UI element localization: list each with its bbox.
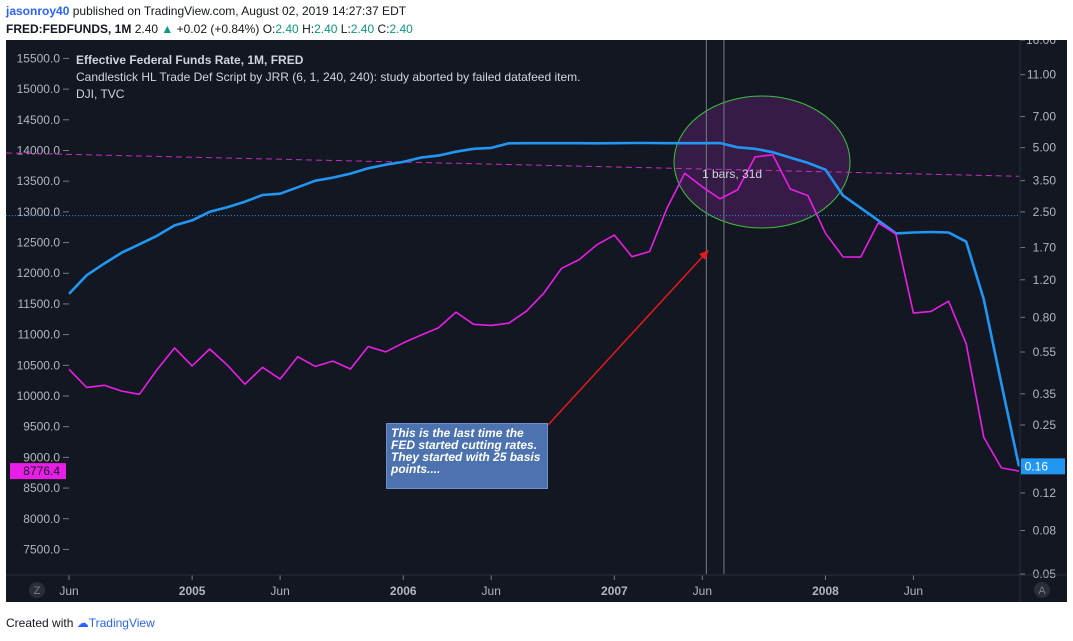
left-price-axis[interactable]: 7500.0 8000.0 8500.0 9000.0 9500.0 10000.0 105… xyxy=(10,51,69,556)
right-axis-tick-label: 3.50 xyxy=(1033,174,1057,188)
left-axis-tick-label: 9500.0 xyxy=(23,420,60,434)
time-axis-tick-label: 2008 xyxy=(812,584,839,598)
tradingview-logo-icon: ☁ xyxy=(76,616,89,630)
open-value: 2.40 xyxy=(275,22,299,36)
callout-note[interactable]: This is the last time the FED started cu… xyxy=(386,423,548,489)
left-axis-tick-label: 14500.0 xyxy=(17,113,61,127)
auto-scale-button-label: A xyxy=(1038,585,1046,597)
low-label: L: xyxy=(340,22,351,36)
time-axis-tick-label: 2007 xyxy=(601,584,628,598)
zoom-scale-button[interactable] xyxy=(29,582,45,598)
highlight-ellipse[interactable] xyxy=(673,95,851,229)
left-axis-tick-label: 12500.0 xyxy=(17,236,61,250)
right-price-axis[interactable]: 0.05 0.08 0.12 0.16 0.25 0.35 0.55 0.80 1.20 1.70… xyxy=(1020,40,1065,581)
price-chart[interactable]: 7500.0 8000.0 8500.0 9000.0 9500.0 10000.0 105… xyxy=(6,40,1067,602)
time-axis-tick-label: Jun xyxy=(482,584,501,598)
last-price: 2.40 xyxy=(134,22,159,36)
left-axis-tick-label: 11500.0 xyxy=(18,297,61,311)
arrow-head-icon xyxy=(699,250,709,260)
right-axis-tick-label: 0.55 xyxy=(1033,345,1057,359)
chart-background xyxy=(6,40,1067,602)
fedfunds-last-value-label: 0.16 xyxy=(1025,459,1049,473)
time-axis-tick-label: 2006 xyxy=(390,584,417,598)
left-axis-tick-label: 13000.0 xyxy=(17,205,61,219)
time-axis-tick-label: 2005 xyxy=(179,584,206,598)
plot-area[interactable]: 1 bars, 31d xyxy=(6,40,1021,574)
created-with-text: Created with xyxy=(6,616,74,630)
publish-info: jasonroy40 published on TradingView.com,… xyxy=(6,4,406,18)
right-axis-tick-label: 0.80 xyxy=(1033,310,1057,324)
right-axis-tick-label: 1.20 xyxy=(1033,273,1057,287)
right-axis-tick-label: 0.12 xyxy=(1033,486,1057,500)
left-axis-tick-label: 8000.0 xyxy=(23,512,60,526)
time-axis-tick-label: Jun xyxy=(59,584,78,598)
price-change: +0.02 (+0.84%) xyxy=(176,22,260,36)
auto-scale-button[interactable] xyxy=(1034,582,1050,598)
close-value: 2.40 xyxy=(389,22,413,36)
right-axis-tick-label: 16.00 xyxy=(1026,40,1056,47)
right-axis-tick-label: 11.00 xyxy=(1027,68,1056,82)
fedfunds-series-line[interactable] xyxy=(68,141,1021,467)
dji-last-value-badge xyxy=(10,463,66,480)
right-axis-tick-label: 0.08 xyxy=(1033,523,1057,537)
up-triangle-icon: ▲ xyxy=(161,22,174,36)
left-axis-tick-label: 15000.0 xyxy=(17,82,61,96)
open-label: O: xyxy=(262,22,276,36)
left-axis-tick-label: 9000.0 xyxy=(23,450,60,464)
right-axis-tick-label: 2.50 xyxy=(1033,205,1057,219)
left-axis-tick-label: 13500.0 xyxy=(17,174,61,188)
right-axis-tick-label: 0.25 xyxy=(1033,418,1057,432)
chart-legend: Effective Federal Funds Rate, 1M, FRED C… xyxy=(76,52,580,103)
high-value: 2.40 xyxy=(314,22,338,36)
legend-main-series[interactable]: Effective Federal Funds Rate, 1M, FRED xyxy=(76,53,304,67)
time-axis-tick-label: Jun xyxy=(270,584,289,598)
right-axis-tick-label: 1.70 xyxy=(1033,241,1057,255)
arrow-line[interactable] xyxy=(547,253,706,426)
left-axis-tick-label: 7500.0 xyxy=(23,542,60,556)
close-label: C: xyxy=(377,22,390,36)
time-axis-tick-label: Jun xyxy=(904,584,923,598)
left-axis-tick-label: 11000.0 xyxy=(18,328,61,342)
brand-text[interactable]: TradingView xyxy=(88,616,155,630)
time-axis[interactable]: Jun 2005 Jun 2006 Jun 2007 Jun 2008 Jun xyxy=(59,575,923,598)
author-link[interactable]: jasonroy40 xyxy=(6,4,70,18)
footer: Created with ☁TradingView xyxy=(6,616,155,630)
zoom-scale-button-label: Z xyxy=(34,585,41,597)
dji-series-line[interactable] xyxy=(68,154,1020,472)
left-axis-tick-label: 10000.0 xyxy=(17,389,61,403)
legend-compare-series[interactable]: DJI, TVC xyxy=(76,87,125,101)
trend-line[interactable] xyxy=(6,152,1020,177)
fedfunds-last-value-badge xyxy=(1021,458,1065,475)
publish-text: published on TradingView.com, August 02,… xyxy=(72,4,407,18)
ellipse-label: 1 bars, 31d xyxy=(702,167,762,181)
left-axis-tick-label: 14000.0 xyxy=(17,143,61,157)
left-axis-tick-label: 10500.0 xyxy=(17,358,61,372)
right-axis-tick-label: 0.05 xyxy=(1033,567,1057,581)
left-axis-tick-label: 8500.0 xyxy=(23,481,60,495)
dji-last-value-label: 8776.4 xyxy=(23,464,60,478)
ohlc-bar: FRED:FEDFUNDS, 1M 2.40 ▲ +0.02 (+0.84%) … xyxy=(6,22,413,36)
high-label: H: xyxy=(302,22,315,36)
left-axis-tick-label: 15500.0 xyxy=(17,51,61,65)
right-axis-tick-label: 7.00 xyxy=(1033,110,1057,124)
right-axis-tick-label: 0.35 xyxy=(1033,387,1057,401)
left-axis-tick-label: 12000.0 xyxy=(17,266,61,280)
legend-study[interactable]: Candlestick HL Trade Def Script by JRR (… xyxy=(76,70,581,84)
right-axis-tick-label: 5.00 xyxy=(1033,141,1057,155)
low-value: 2.40 xyxy=(350,22,375,36)
time-axis-tick-label: Jun xyxy=(693,584,712,598)
symbol-label: FRED:FEDFUNDS, 1M xyxy=(6,22,132,36)
